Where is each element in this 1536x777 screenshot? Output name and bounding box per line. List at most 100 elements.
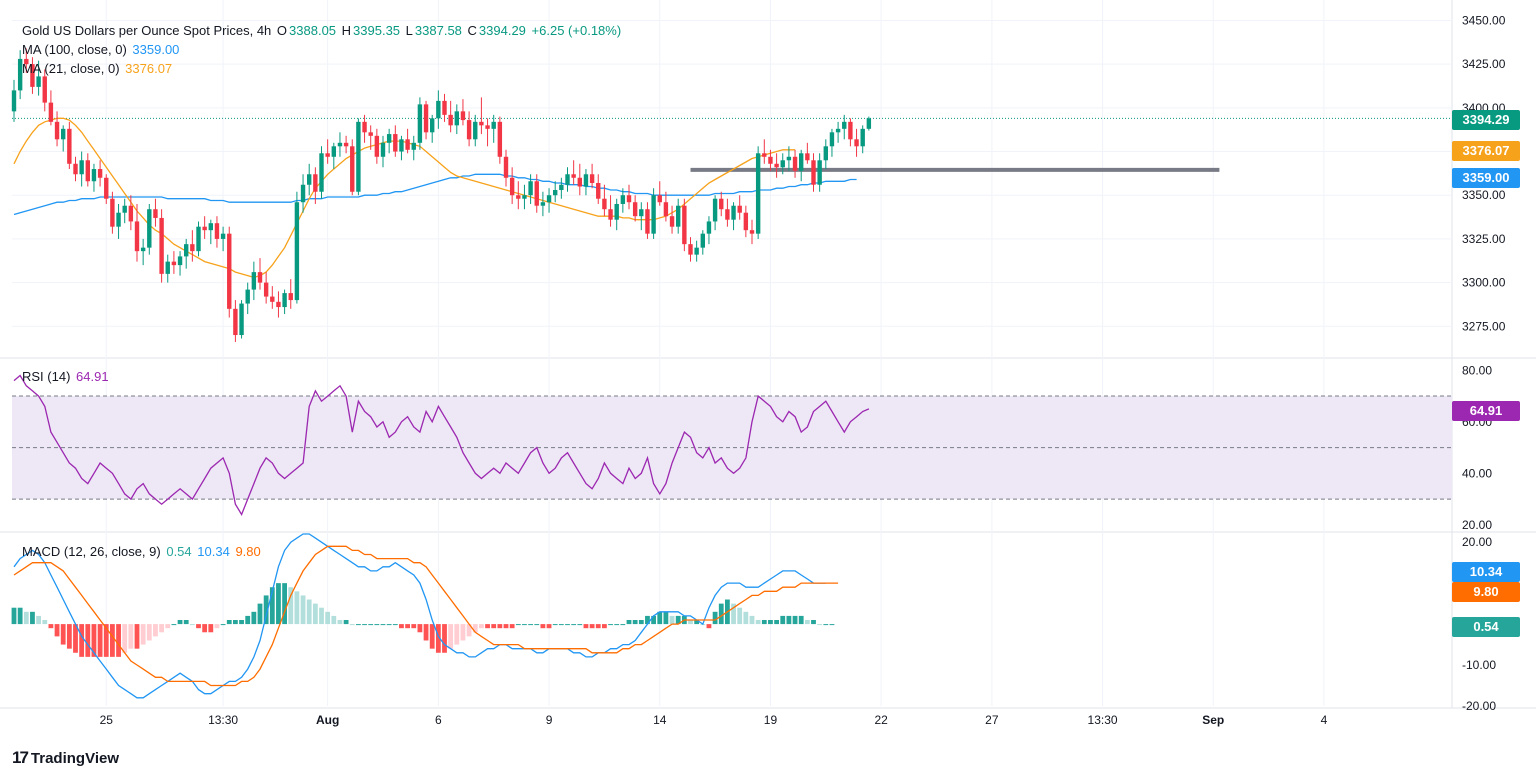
high-label: H (341, 23, 352, 38)
high-value: 3395.35 (353, 23, 401, 38)
macd-legend[interactable]: MACD (12, 26, close, 9) 0.54 10.34 9.80 (22, 543, 263, 560)
candle-body (829, 132, 835, 147)
candle-body (257, 272, 263, 283)
macd-histogram-bar (368, 624, 374, 626)
close-label: C (467, 23, 477, 38)
macd-histogram-bar (116, 624, 121, 657)
macd-histogram-bar (515, 624, 521, 626)
candle-body (854, 139, 859, 147)
macd-signal-tag: 9.80 (1452, 582, 1520, 602)
macd-tick-label: 20.00 (1462, 535, 1492, 549)
main-legend-header: Gold US Dollars per Ounce Spot Prices, 4… (22, 22, 623, 39)
macd-histogram-bar (97, 624, 103, 657)
tradingview-logo[interactable]: 17 TradingView (12, 748, 119, 768)
candle-body (860, 128, 865, 147)
macd-histogram-bar (356, 624, 361, 626)
macd-histogram-bar (497, 624, 503, 629)
macd-histogram-bar (737, 607, 743, 625)
candle-body (835, 128, 841, 133)
macd-histogram-bar (626, 620, 632, 625)
macd-histogram-bar (423, 624, 429, 641)
macd-histogram-bar (11, 607, 17, 625)
macd-histogram-bar (829, 624, 835, 626)
candle-body (780, 160, 785, 168)
macd-histogram-bar (48, 624, 54, 629)
candle-body (423, 104, 429, 133)
candle-body (540, 202, 546, 206)
candle-body (479, 121, 484, 126)
macd-histogram-bar (60, 624, 66, 645)
open-label: O (276, 23, 288, 38)
macd-histogram-bar (743, 611, 749, 625)
macd-histogram-bar (755, 620, 761, 625)
rsi-value: 64.91 (76, 369, 109, 384)
macd-line-value: 10.34 (197, 544, 230, 559)
macd-histogram-bar (669, 615, 675, 625)
macd-histogram-bar (595, 624, 601, 629)
candle-body (140, 247, 146, 252)
candle-body (485, 125, 490, 129)
ma21-line (13, 117, 796, 279)
candle-body (122, 205, 127, 213)
candle-body (196, 226, 201, 252)
macd-histogram-bar (110, 624, 115, 657)
macd-histogram-bar (546, 624, 552, 629)
candle-body (792, 156, 798, 171)
macd-tick-label: -20.00 (1462, 699, 1496, 713)
open-value: 3388.05 (289, 23, 337, 38)
macd-histogram-bar (23, 611, 29, 625)
macd-histogram-bar (565, 624, 570, 626)
macd-histogram-bar (103, 624, 109, 657)
x-tick-label: 6 (435, 713, 442, 727)
low-value: 3387.58 (414, 23, 462, 38)
candle-body (417, 104, 423, 143)
candle-body (645, 209, 650, 234)
ma100-value: 3359.00 (132, 42, 180, 57)
candle-body (73, 163, 78, 175)
macd-histogram-bar (651, 615, 656, 625)
ma100-legend[interactable]: MA (100, close, 0) 3359.00 (22, 41, 181, 58)
macd-histogram-bar (220, 624, 226, 626)
macd-histogram-bar (718, 603, 724, 625)
candle-body (786, 156, 792, 161)
macd-histogram-bar (399, 624, 404, 629)
macd-histogram-bar (85, 624, 91, 657)
macd-histogram-bar (645, 615, 650, 625)
macd-histogram-bar (226, 620, 232, 625)
macd-histogram-bar (325, 611, 331, 625)
macd-histogram-bar (405, 624, 410, 629)
candle-body (589, 174, 595, 183)
candle-body (61, 128, 66, 140)
candle-body (534, 181, 539, 206)
macd-histogram-bar (485, 624, 490, 629)
ma21-legend[interactable]: MA (21, close, 0) 3376.07 (22, 60, 174, 77)
candle-body (177, 256, 183, 266)
candle-body (811, 160, 816, 185)
candle-body (700, 233, 705, 248)
candle-body (639, 209, 644, 217)
candle-body (245, 289, 250, 304)
macd-histogram-bar (479, 624, 484, 629)
macd-histogram-bar (165, 624, 171, 629)
macd-histogram-bar (251, 611, 257, 625)
macd-histogram-bar (294, 591, 300, 625)
candle-body (805, 153, 810, 161)
rsi-line (13, 374, 870, 516)
ma100-tag: 3359.00 (1452, 168, 1520, 188)
x-tick-label: Aug (316, 713, 339, 727)
ma21-value: 3376.07 (125, 61, 173, 76)
candle-body (337, 142, 343, 147)
candle-body (663, 202, 669, 217)
price-tick-label: 3350.00 (1462, 188, 1506, 202)
price-tick-label: 3325.00 (1462, 232, 1506, 246)
candle-body (842, 121, 847, 129)
rsi-legend[interactable]: RSI (14) 64.91 (22, 368, 111, 385)
candle-body (362, 121, 367, 133)
candle-body (817, 160, 822, 185)
macd-histogram-bar (128, 624, 134, 649)
candle-body (331, 146, 336, 157)
macd-histogram-bar (386, 624, 392, 626)
candle-body (91, 169, 97, 182)
macd-histogram-bar (472, 624, 478, 633)
